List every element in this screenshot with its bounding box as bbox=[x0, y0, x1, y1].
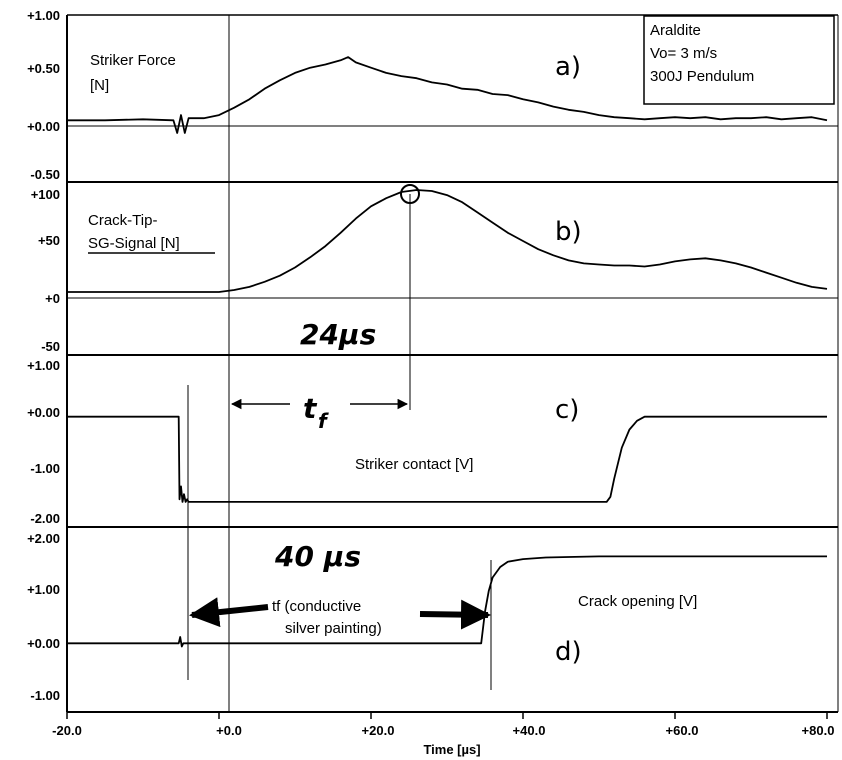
annotation-24us: 24µs bbox=[300, 318, 376, 351]
y-tick-label: -0.50 bbox=[30, 167, 60, 182]
y-tick-label: +0.00 bbox=[27, 636, 60, 651]
crack-arrow-left bbox=[189, 597, 269, 628]
y-tick-label: +0 bbox=[45, 291, 60, 306]
panel-a-label-line2: [N] bbox=[90, 77, 109, 94]
legend-line-2: Vo= 3 m/s bbox=[650, 45, 717, 62]
x-axis-title: Time [µs] bbox=[423, 742, 480, 757]
series-line-panel-d bbox=[67, 555, 827, 648]
y-tick-label: +1.00 bbox=[27, 8, 60, 23]
y-tick-label: +0.00 bbox=[27, 119, 60, 134]
legend-line-3: 300J Pendulum bbox=[650, 68, 754, 85]
y-tick-label: -2.00 bbox=[30, 511, 60, 526]
annotation-40us: 40 µs bbox=[274, 540, 361, 573]
x-tick-label: +20.0 bbox=[362, 723, 395, 738]
x-tick-label: +60.0 bbox=[666, 723, 699, 738]
x-tick-label: +0.0 bbox=[216, 723, 242, 738]
panel-d-label: Crack opening [V] bbox=[578, 593, 697, 610]
x-tick-label: +40.0 bbox=[513, 723, 546, 738]
series-layer bbox=[67, 56, 828, 648]
annotation-tf-f: f bbox=[318, 409, 329, 433]
annotation-conductive-2: silver painting) bbox=[285, 620, 382, 637]
legend-box-border bbox=[643, 15, 835, 105]
x-tick-marks bbox=[66, 712, 828, 719]
series-line-panel-a bbox=[67, 56, 828, 134]
y-tick-label: +0.50 bbox=[27, 61, 60, 76]
y-tick-label: +1.00 bbox=[27, 358, 60, 373]
y-tick-label: -1.00 bbox=[30, 461, 60, 476]
y-tick-label: +2.00 bbox=[27, 531, 60, 546]
x-tick-labels: -20.0 +0.0 +20.0 +40.0 +60.0 +80.0 Time … bbox=[52, 723, 834, 757]
y-tick-label: +50 bbox=[38, 233, 60, 248]
series-line-panel-b bbox=[67, 189, 828, 293]
panel-letter-a: a) bbox=[555, 52, 581, 82]
legend-line-1: Araldite bbox=[650, 22, 701, 39]
crack-arrow-right bbox=[419, 599, 491, 630]
panel-b-label-line1: Crack-Tip- bbox=[88, 212, 157, 229]
y-tick-label: -1.00 bbox=[30, 688, 60, 703]
panel-a-label-line1: Striker Force bbox=[90, 52, 176, 69]
y-tick-label: +0.00 bbox=[27, 405, 60, 420]
y-tick-label: -50 bbox=[41, 339, 60, 354]
annotation-conductive-1: tf (conductive bbox=[272, 598, 361, 615]
y-tick-label: +100 bbox=[31, 187, 60, 202]
peak-marker-circle bbox=[400, 184, 420, 204]
panel-b-label-line2: SG-Signal [N] bbox=[88, 235, 180, 252]
panel-letter-c: c) bbox=[555, 395, 579, 425]
legend-box: Araldite Vo= 3 m/s 300J Pendulum bbox=[643, 15, 835, 105]
x-tick-label: +80.0 bbox=[802, 723, 835, 738]
y-tick-label: +1.00 bbox=[27, 582, 60, 597]
annotation-tf: t f bbox=[303, 392, 329, 433]
panel-c-label: Striker contact [V] bbox=[355, 456, 473, 473]
panel-letter-b: b) bbox=[555, 217, 582, 247]
x-tick-label: -20.0 bbox=[52, 723, 82, 738]
series-line-panel-c bbox=[67, 415, 827, 503]
y-tick-labels: +1.00 +0.50 +0.00 -0.50 +100 +50 +0 -50 … bbox=[27, 8, 60, 703]
panel-letter-d: d) bbox=[555, 637, 582, 667]
annotation-tf-t: t bbox=[303, 392, 318, 425]
